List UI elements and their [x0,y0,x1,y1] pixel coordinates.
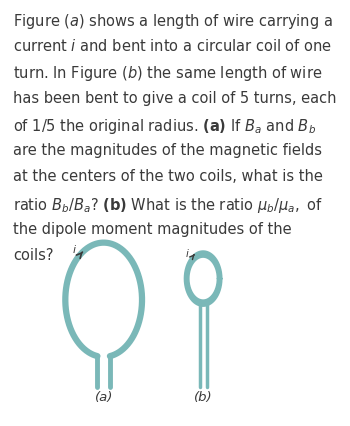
Text: the dipole moment magnitudes of the: the dipole moment magnitudes of the [13,222,292,237]
Text: current $i$ and bent into a circular coil of one: current $i$ and bent into a circular coi… [13,38,332,54]
Text: ratio $B_b/B_a$? $\mathbf{(b)}$ What is the ratio $\mu_b/\mu_a,$ of: ratio $B_b/B_a$? $\mathbf{(b)}$ What is … [13,196,323,215]
Text: coils?: coils? [13,248,53,263]
Text: has been bent to give a coil of 5 turns, each: has been bent to give a coil of 5 turns,… [13,91,336,106]
Text: $i$: $i$ [185,247,189,259]
Text: turn. In Figure $(b)$ the same length of wire: turn. In Figure $(b)$ the same length of… [13,64,322,83]
Text: (b): (b) [194,391,212,403]
Text: of 1/5 the original radius. $\mathbf{(a)}$ If $B_a$ and $B_b$: of 1/5 the original radius. $\mathbf{(a)… [13,117,316,136]
Text: Figure $(a)$ shows a length of wire carrying a: Figure $(a)$ shows a length of wire carr… [13,12,332,31]
Text: $i$: $i$ [72,243,77,255]
Text: are the magnitudes of the magnetic fields: are the magnitudes of the magnetic field… [13,143,322,158]
Text: (a): (a) [94,391,113,403]
Text: at the centers of the two coils, what is the: at the centers of the two coils, what is… [13,170,323,184]
